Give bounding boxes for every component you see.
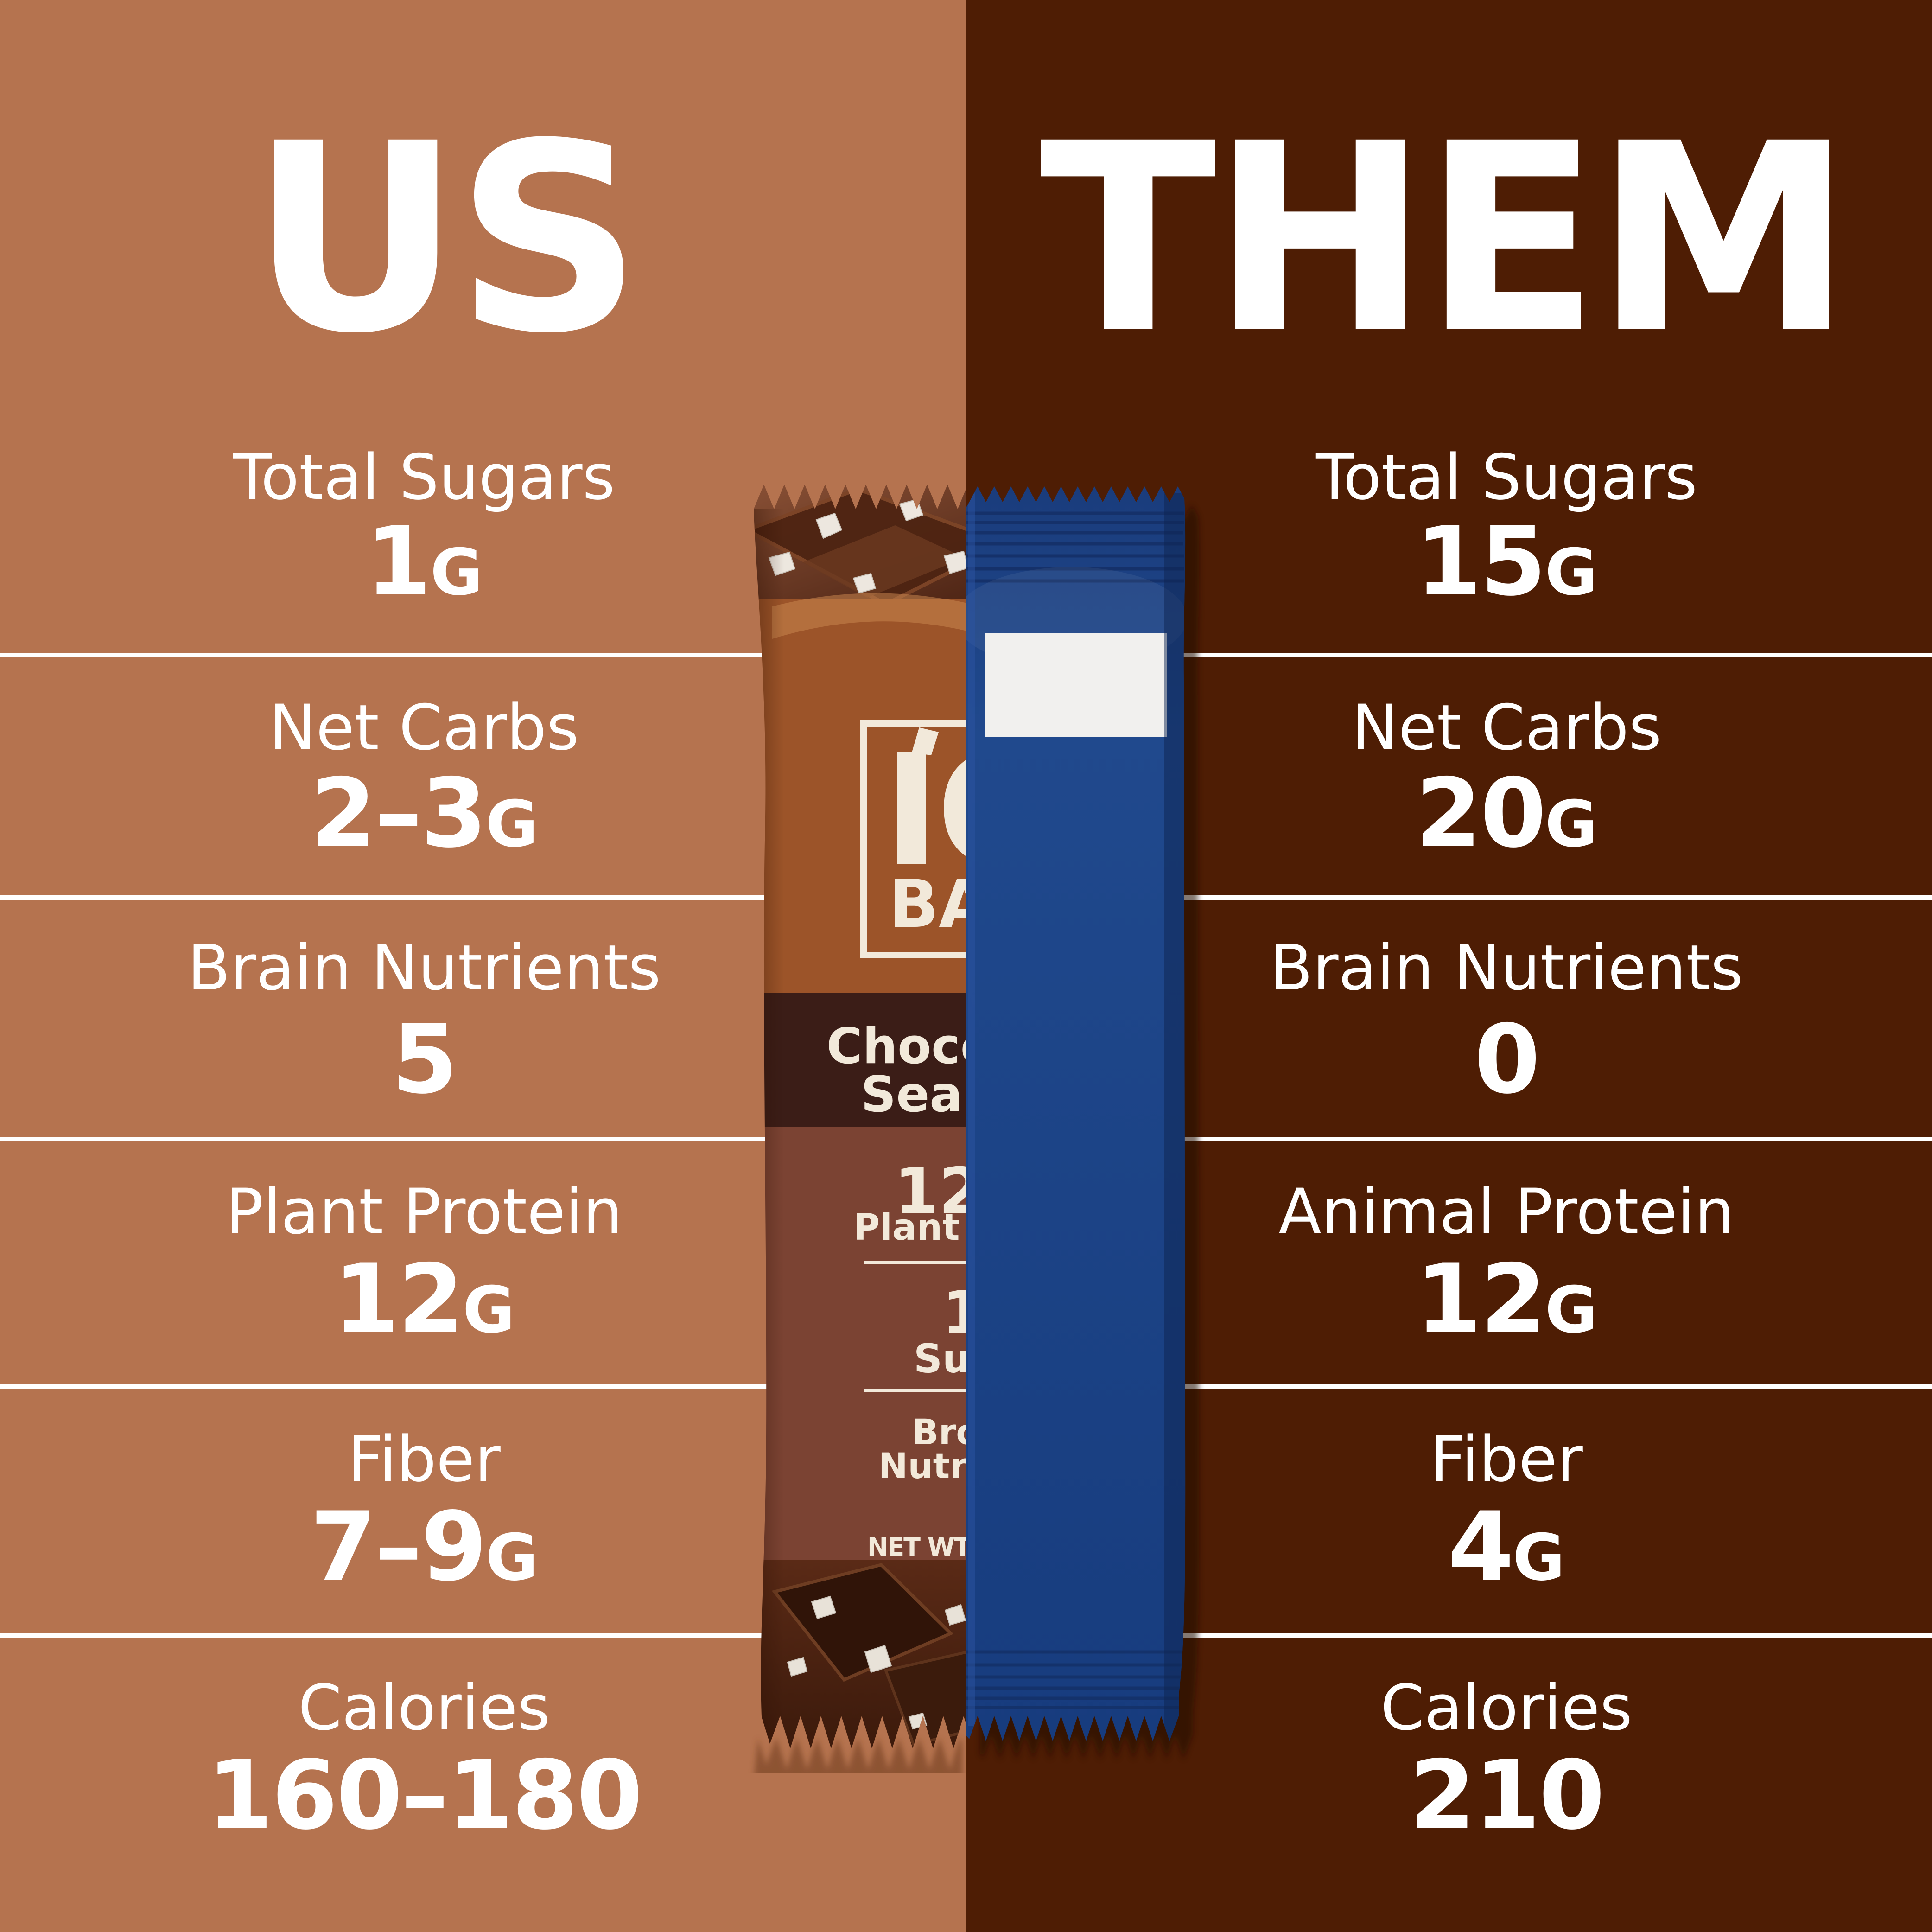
stat-value: 160–180 <box>207 1741 642 1851</box>
stat-label: Fiber <box>1430 1423 1583 1496</box>
stat-label: Total Sugars <box>1316 441 1697 514</box>
stat-value: 0 <box>1474 1005 1540 1115</box>
stat-value: 5 <box>392 1005 458 1115</box>
generic-bar-right-half <box>966 486 1186 1741</box>
stat-value: 20G <box>1415 759 1598 869</box>
wrapper-net-wt: NET WT 1.6 <box>867 1532 1020 1562</box>
stat-unit: G <box>430 535 483 610</box>
stat-value: 12G <box>333 1244 515 1355</box>
wrapper-stat1-label: Plant P <box>853 1207 999 1249</box>
flavor-band <box>754 993 966 1127</box>
stat-value: 12G <box>1415 1244 1598 1355</box>
title-them: THEM <box>1039 88 1853 390</box>
wrapper-stat3-line2: Nutri <box>878 1445 979 1486</box>
stat-label: Animal Protein <box>1278 1175 1735 1248</box>
blank-label <box>985 633 1167 737</box>
stat-unit: G <box>463 1273 515 1347</box>
iq-bar-left-half: IQ BAR Chocol Sea S 12 Plant P 1 Sug Bro… <box>754 485 1062 1748</box>
stat-unit: G <box>1513 1520 1565 1595</box>
flavor-text-line1: Chocol <box>826 1018 1011 1075</box>
stat-label: Fiber <box>348 1423 501 1496</box>
stat-unit: G <box>485 1520 539 1595</box>
stat-unit: G <box>485 787 539 861</box>
bottom-crimp-ridges <box>966 1650 1182 1709</box>
stat-label: Brain Nutrients <box>187 931 661 1004</box>
title-us: US <box>250 88 642 390</box>
stat-unit: G <box>1545 535 1598 610</box>
stat-unit: G <box>1545 787 1598 861</box>
split-bar-illustration: IQ BAR Chocol Sea S 12 Plant P 1 Sug Bro… <box>752 485 1200 1794</box>
wrapper-stat3-line1: Bro <box>912 1411 980 1453</box>
stat-value: 210 <box>1409 1741 1605 1851</box>
logo-tick-icon <box>912 727 939 755</box>
stat-label: Plant Protein <box>225 1175 623 1248</box>
stat-label: Net Carbs <box>1351 691 1662 764</box>
stat-label: Brain Nutrients <box>1270 931 1743 1004</box>
stat-unit: G <box>1545 1273 1598 1347</box>
brand-logo-line1: IQ <box>883 722 1062 900</box>
stat-label: Calories <box>298 1671 550 1744</box>
flavor-text-line2: Sea S <box>861 1066 1015 1123</box>
stat-value: 2–3G <box>310 759 539 869</box>
wrapper-stats-band <box>754 1127 966 1560</box>
iq-bar-logo-frame <box>860 720 966 958</box>
stat-value: 15G <box>1415 507 1598 617</box>
sea-salt-crystals <box>768 498 966 594</box>
stat-label: Calories <box>1380 1671 1633 1744</box>
iq-wrapper-body <box>754 599 966 998</box>
wrapper-stat2-value: 1 <box>942 1279 984 1348</box>
brand-logo-line2: BAR <box>889 866 1040 943</box>
stat-value: 7–9G <box>310 1492 539 1602</box>
product-image: IQ BAR Chocol Sea S 12 Plant P 1 Sug Bro… <box>747 465 1215 1794</box>
stat-value: 4G <box>1448 1492 1565 1602</box>
wrapper-stat1-value: 12 <box>894 1154 983 1229</box>
stat-label: Total Sugars <box>233 441 615 514</box>
stat-label: Net Carbs <box>269 691 579 764</box>
wrapper-stat2-label: Sug <box>914 1336 999 1382</box>
stat-value: 1G <box>365 507 483 617</box>
top-crimp-ridges <box>966 511 1184 583</box>
